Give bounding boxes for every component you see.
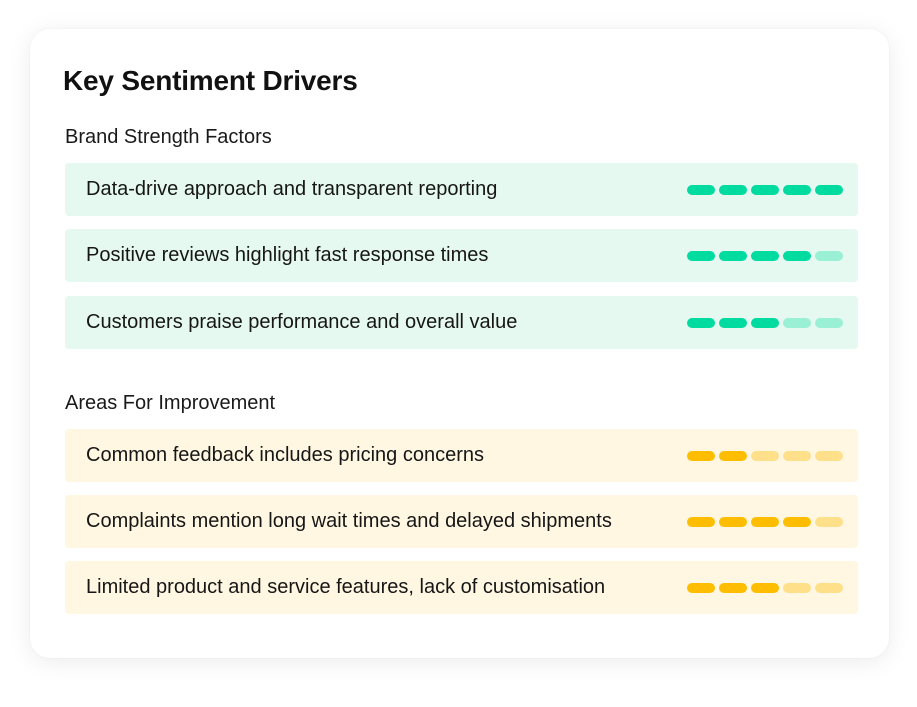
strength-row: Positive reviews highlight fast response… bbox=[65, 229, 858, 282]
improvement-row: Complaints mention long wait times and d… bbox=[65, 495, 858, 548]
rating-segment-empty bbox=[815, 317, 843, 328]
rating-segment-filled bbox=[687, 184, 715, 195]
rating-segment-filled bbox=[783, 516, 811, 527]
row-text: Limited product and service features, la… bbox=[86, 576, 606, 598]
rating-meter bbox=[687, 582, 843, 593]
row-text: Common feedback includes pricing concern… bbox=[86, 444, 484, 466]
rating-meter bbox=[687, 450, 843, 461]
rating-meter bbox=[687, 516, 843, 527]
section-label-areas-for-improvement: Areas For Improvement bbox=[65, 392, 276, 414]
rating-segment-filled bbox=[783, 184, 811, 195]
rating-segment-empty bbox=[815, 516, 843, 527]
rating-segment-filled bbox=[751, 582, 779, 593]
rating-segment-filled bbox=[719, 582, 747, 593]
row-text: Positive reviews highlight fast response… bbox=[86, 244, 489, 266]
rating-segment-filled bbox=[687, 516, 715, 527]
rating-segment-filled bbox=[687, 317, 715, 328]
rating-segment-filled bbox=[783, 250, 811, 261]
rating-segment-empty bbox=[815, 250, 843, 261]
sentiment-card: Key Sentiment Drivers Brand Strength Fac… bbox=[30, 29, 889, 658]
rating-meter bbox=[687, 184, 843, 195]
row-text: Data-drive approach and transparent repo… bbox=[86, 178, 498, 200]
rating-segment-filled bbox=[687, 250, 715, 261]
rating-segment-filled bbox=[719, 317, 747, 328]
rating-segment-filled bbox=[719, 516, 747, 527]
rating-segment-filled bbox=[687, 582, 715, 593]
rating-segment-empty bbox=[783, 582, 811, 593]
row-text: Customers praise performance and overall… bbox=[86, 311, 518, 333]
rating-segment-filled bbox=[815, 184, 843, 195]
rating-segment-empty bbox=[815, 582, 843, 593]
rating-segment-filled bbox=[751, 184, 779, 195]
strength-row: Data-drive approach and transparent repo… bbox=[65, 163, 858, 216]
rating-meter bbox=[687, 317, 843, 328]
improvement-row: Limited product and service features, la… bbox=[65, 561, 858, 614]
rating-segment-filled bbox=[751, 250, 779, 261]
rating-segment-filled bbox=[719, 184, 747, 195]
rating-segment-empty bbox=[783, 317, 811, 328]
row-text: Complaints mention long wait times and d… bbox=[86, 510, 612, 532]
rating-segment-filled bbox=[751, 317, 779, 328]
rating-segment-filled bbox=[719, 250, 747, 261]
rating-segment-empty bbox=[783, 450, 811, 461]
rating-segment-empty bbox=[815, 450, 843, 461]
strength-row: Customers praise performance and overall… bbox=[65, 296, 858, 349]
improvement-row: Common feedback includes pricing concern… bbox=[65, 429, 858, 482]
rating-segment-empty bbox=[751, 450, 779, 461]
card-title: Key Sentiment Drivers bbox=[63, 65, 358, 96]
rating-meter bbox=[687, 250, 843, 261]
section-label-brand-strength: Brand Strength Factors bbox=[65, 126, 272, 148]
rating-segment-filled bbox=[687, 450, 715, 461]
rating-segment-filled bbox=[719, 450, 747, 461]
rating-segment-filled bbox=[751, 516, 779, 527]
